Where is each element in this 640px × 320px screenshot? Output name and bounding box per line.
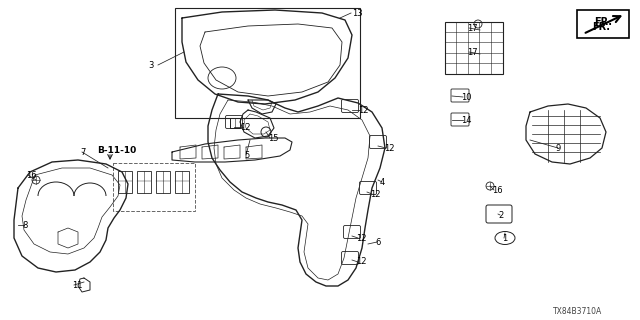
Text: 3: 3 xyxy=(148,60,154,69)
Text: 17: 17 xyxy=(467,47,477,57)
Text: 16: 16 xyxy=(26,171,36,180)
Text: FR.: FR. xyxy=(594,17,612,27)
Bar xyxy=(137,171,151,193)
Text: 12: 12 xyxy=(384,143,394,153)
Text: 8: 8 xyxy=(22,220,28,229)
Bar xyxy=(175,8,360,118)
Text: TX84B3710A: TX84B3710A xyxy=(554,308,603,316)
Bar xyxy=(156,171,170,193)
Text: 2: 2 xyxy=(498,211,503,220)
Text: 12: 12 xyxy=(240,123,250,132)
Text: 14: 14 xyxy=(461,116,472,124)
Text: 9: 9 xyxy=(556,143,561,153)
Text: FR.: FR. xyxy=(592,22,610,32)
Text: 6: 6 xyxy=(375,237,380,246)
Text: 11: 11 xyxy=(72,281,83,290)
Text: 4: 4 xyxy=(380,178,385,187)
Text: 5: 5 xyxy=(244,150,249,159)
Text: 7: 7 xyxy=(80,148,85,156)
Text: 15: 15 xyxy=(268,133,278,142)
Text: 17: 17 xyxy=(467,23,477,33)
Text: 16: 16 xyxy=(492,186,502,195)
Bar xyxy=(577,10,629,38)
Text: 13: 13 xyxy=(352,9,363,18)
Text: 1: 1 xyxy=(502,234,508,243)
Bar xyxy=(445,22,503,74)
Text: 10: 10 xyxy=(461,92,472,101)
Text: 12: 12 xyxy=(358,106,369,115)
Text: 12: 12 xyxy=(370,189,381,198)
Text: B-11-10: B-11-10 xyxy=(97,146,136,155)
Bar xyxy=(118,171,132,193)
Bar xyxy=(175,171,189,193)
Text: 12: 12 xyxy=(356,258,367,267)
Text: 12: 12 xyxy=(356,234,367,243)
Bar xyxy=(113,163,195,211)
